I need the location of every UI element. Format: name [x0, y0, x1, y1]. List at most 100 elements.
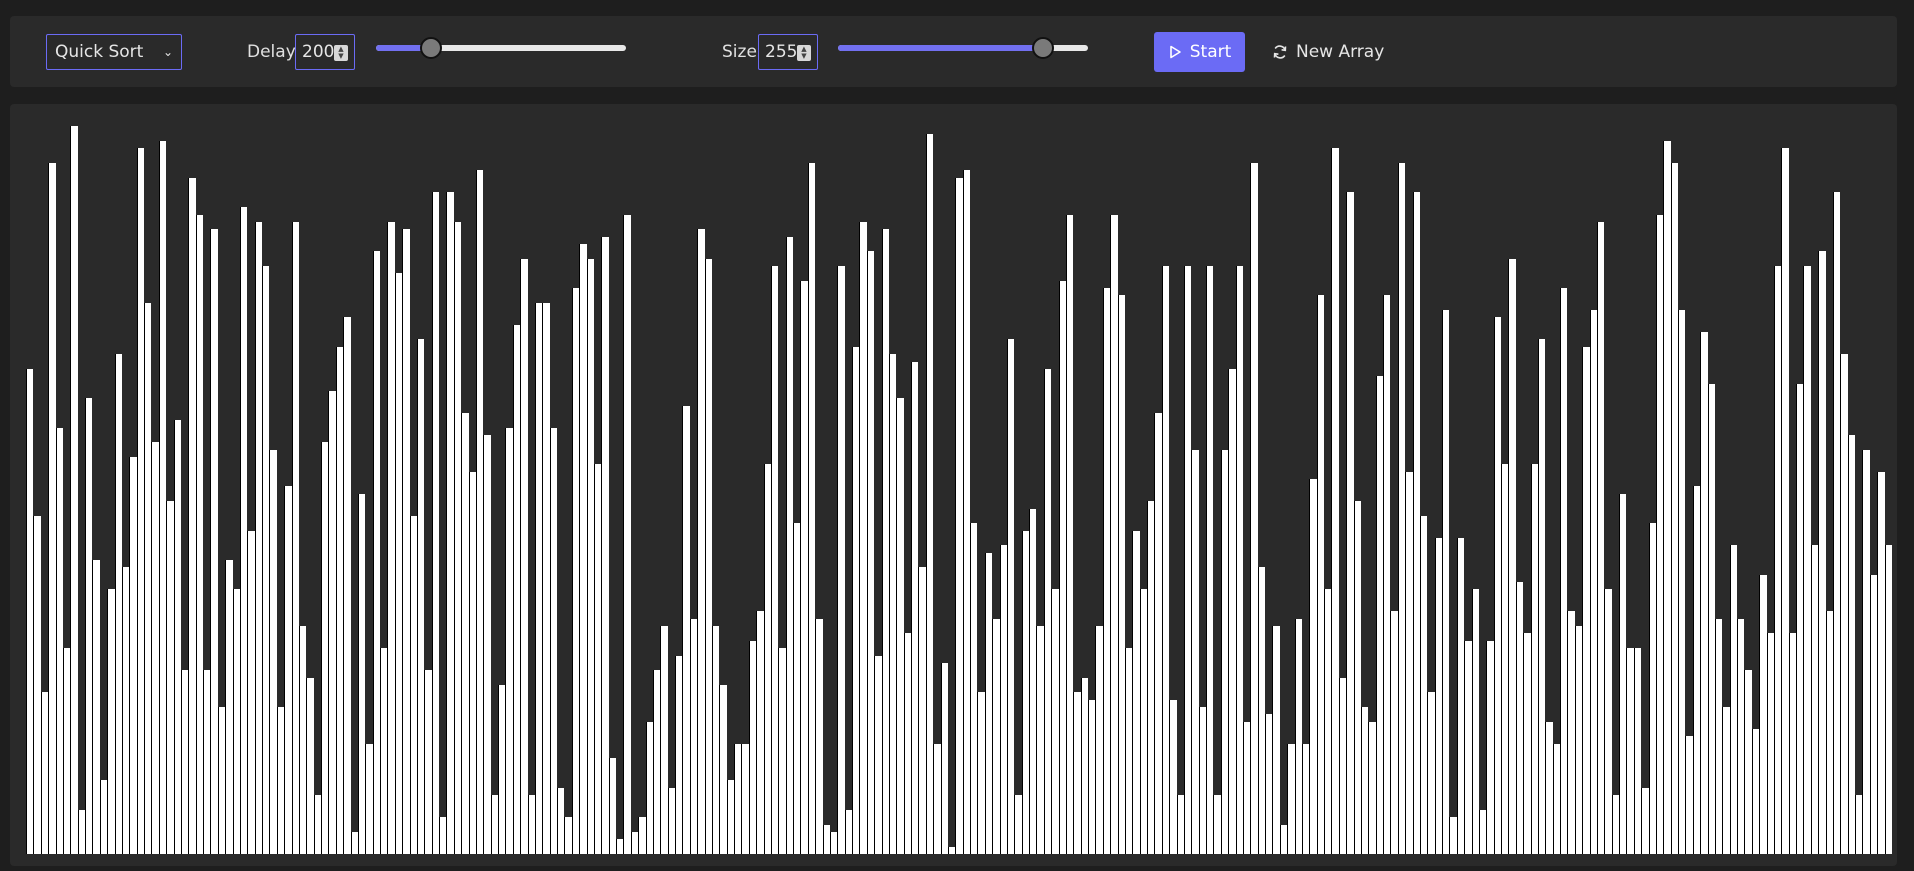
array-bar — [136, 148, 144, 854]
array-bar — [719, 685, 727, 854]
array-bar — [1235, 266, 1243, 854]
array-bar — [1383, 295, 1391, 854]
array-bar — [1360, 707, 1369, 854]
algorithm-select[interactable]: Quick Sort ⌄ — [46, 34, 182, 70]
array-bar — [1427, 692, 1435, 854]
array-bar — [608, 758, 617, 854]
array-bar — [1545, 722, 1553, 854]
array-bar — [1434, 538, 1443, 854]
array-bar — [911, 362, 919, 854]
array-bar — [1751, 729, 1760, 854]
array-bar — [298, 626, 307, 854]
array-bar — [203, 670, 211, 854]
array-bar — [1633, 648, 1642, 854]
array-bar — [195, 215, 203, 854]
new-array-button-label: New Array — [1296, 42, 1385, 62]
start-button-label: Start — [1189, 42, 1232, 62]
array-bar — [1648, 523, 1656, 854]
array-bar — [40, 692, 49, 854]
array-bar — [837, 266, 845, 854]
array-bar — [1014, 795, 1022, 854]
array-bar — [1257, 567, 1266, 854]
array-bar — [918, 567, 926, 854]
delay-spinner-icon[interactable]: ▲ ▼ — [334, 45, 348, 61]
array-bar — [129, 457, 137, 854]
array-bar — [623, 215, 631, 854]
array-bar — [520, 259, 528, 854]
array-bar — [977, 692, 985, 854]
array-bar — [262, 266, 270, 854]
array-bar — [1840, 354, 1848, 854]
array-bar — [1029, 509, 1037, 854]
array-bar — [1788, 633, 1797, 854]
array-bar — [999, 545, 1007, 854]
array-bar — [704, 259, 712, 854]
array-bar — [490, 795, 499, 854]
array-bar — [1832, 192, 1841, 854]
size-spinner-icon[interactable]: ▲ ▼ — [797, 45, 811, 61]
delay-slider[interactable] — [376, 37, 626, 59]
array-bar — [763, 464, 771, 854]
new-array-button[interactable]: New Array — [1272, 32, 1384, 72]
array-bar — [1161, 266, 1170, 854]
array-bar — [431, 192, 440, 854]
array-bar — [1006, 339, 1015, 854]
array-bar — [534, 303, 543, 854]
array-bar — [1523, 633, 1531, 854]
array-bar — [1058, 281, 1066, 854]
array-bar — [1242, 722, 1251, 854]
array-bar — [1847, 435, 1856, 854]
size-input[interactable]: 255 ▲ ▼ — [758, 34, 818, 70]
array-bar — [1596, 222, 1605, 854]
array-bar — [1124, 648, 1133, 854]
array-bar — [1080, 678, 1089, 854]
delay-slider-thumb[interactable] — [420, 37, 442, 59]
delay-label: Delay: — [247, 41, 301, 62]
delay-input[interactable]: 200 ▲ ▼ — [295, 34, 355, 70]
array-bar — [564, 817, 572, 854]
array-bar — [579, 244, 587, 854]
array-bar — [1530, 464, 1538, 854]
array-bar — [1412, 192, 1420, 854]
array-bar — [955, 178, 963, 854]
array-bar — [1810, 545, 1819, 854]
array-bar — [1471, 589, 1479, 854]
array-bar — [667, 788, 676, 854]
array-bar — [239, 207, 248, 854]
array-bar — [85, 398, 93, 854]
array-bar — [1390, 611, 1398, 854]
array-bar — [1589, 310, 1597, 854]
array-bar — [217, 707, 226, 854]
size-slider[interactable] — [838, 37, 1088, 59]
array-bar — [1346, 192, 1354, 854]
array-bar — [498, 685, 506, 854]
array-bar — [461, 413, 469, 854]
delay-slider-fill — [376, 45, 431, 51]
array-bar — [984, 553, 993, 854]
array-bar — [859, 222, 867, 854]
array-bar — [1375, 376, 1384, 854]
array-bar — [1397, 163, 1406, 854]
array-bar — [114, 354, 122, 854]
start-button[interactable]: Start — [1154, 32, 1245, 72]
array-bar — [1442, 310, 1450, 854]
array-bar — [1021, 531, 1030, 854]
array-bar — [55, 428, 63, 854]
size-slider-thumb[interactable] — [1032, 37, 1054, 59]
array-bar — [1183, 266, 1192, 854]
array-bar — [409, 516, 417, 854]
array-bar — [1818, 251, 1826, 854]
array-bar — [652, 670, 661, 854]
array-bar — [962, 170, 971, 854]
array-bar — [1574, 626, 1583, 854]
array-bar — [881, 229, 889, 854]
array-bar — [748, 641, 757, 854]
array-bar — [1419, 516, 1428, 854]
array-bar — [675, 656, 683, 854]
array-bar — [1331, 148, 1339, 854]
array-bar — [1154, 413, 1162, 854]
array-bar — [1766, 633, 1774, 854]
array-bar — [1692, 486, 1701, 854]
array-bar — [1560, 288, 1568, 854]
algorithm-select-value: Quick Sort — [55, 42, 144, 62]
